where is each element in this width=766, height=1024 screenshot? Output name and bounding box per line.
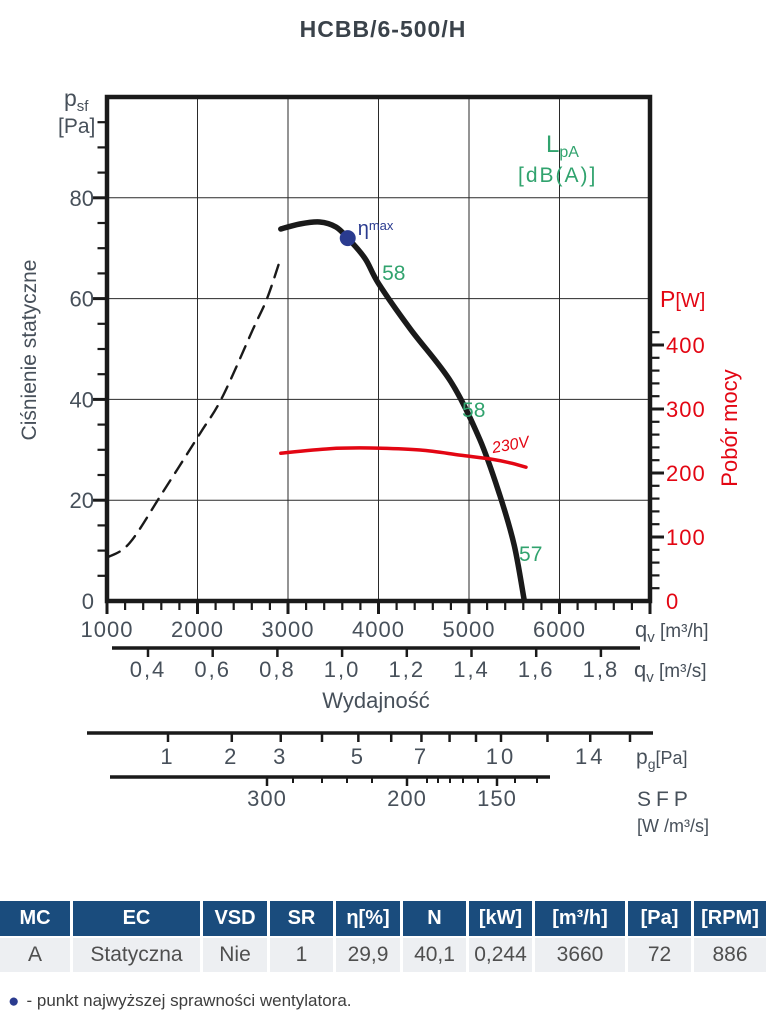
left-axis-tick-label: 0: [82, 589, 94, 614]
table-header-cell: EC: [73, 901, 200, 936]
page-title: HCBB/6-500/H: [299, 16, 467, 42]
table-cell: 72: [628, 938, 691, 972]
footnote: ● - punkt najwyższej sprawności wentylat…: [8, 991, 352, 1011]
static-pressure-extrapolation: [106, 256, 282, 559]
right-axis-tick-label: 400: [666, 333, 706, 358]
x-axis-tick-label: 5000: [443, 617, 496, 642]
left-axis-tick-label: 40: [70, 387, 94, 412]
pg-tick-label: 10: [486, 744, 516, 769]
table-header-cell: [Pa]: [628, 901, 691, 936]
noise-level-label: 58: [382, 262, 405, 285]
performance-table: MC EC VSD SR η[%] N [kW] [m³/h] [Pa] [RPM] A Statyc…: [0, 901, 766, 972]
table-cell: 1: [270, 938, 333, 972]
pg-tick-label: 3: [273, 744, 288, 769]
pg-tick-label: 2: [224, 744, 239, 769]
right-axis-tick-label: 300: [666, 397, 706, 422]
voltage-label: 230V: [490, 434, 532, 458]
plot-border: [104, 94, 653, 604]
left-axis-tick-label: 80: [70, 186, 94, 211]
sfp-tick-label: 150: [477, 786, 517, 811]
table-header-cell: [m³/h]: [535, 901, 625, 936]
table-cell: 886: [694, 938, 766, 972]
eta-max-point: [339, 230, 356, 247]
left-axis-tick-label: 20: [70, 488, 94, 513]
table-cell: Statyczna: [73, 938, 200, 972]
fan-performance-chart: 0 20 40 60 80 psf[Pa] Ciśnienie statyczne 0 100 2…: [18, 85, 742, 836]
x-axis-tick-label: 1000: [81, 617, 134, 642]
right-axis-symbol: P[W]: [660, 286, 705, 312]
left-axis-title: Ciśnienie statyczne: [18, 260, 41, 441]
sfp-title: SFP: [637, 788, 693, 811]
efficiency-point-icon: ●: [8, 990, 20, 1012]
right-axis-title: Pobór mocy: [717, 369, 742, 486]
table-header-cell: N: [403, 901, 466, 936]
right-axis-tick-label: 200: [666, 461, 706, 486]
right-axis-tick-label: 100: [666, 525, 706, 550]
lpa-legend-unit: [dB(A)]: [518, 164, 597, 187]
table-cell: 40,1: [403, 938, 466, 972]
pg-unit: pg[Pa]: [636, 746, 688, 772]
table-cell: 29,9: [336, 938, 400, 972]
flow-axis-title: Wydajność: [322, 688, 429, 713]
m3s-tick-label: 0,4: [130, 657, 167, 682]
x-axis-tick-label: 3000: [262, 617, 315, 642]
x-axis-tick-label: 4000: [352, 617, 405, 642]
m3s-tick-label: 1,2: [389, 657, 426, 682]
pg-tick-label: 1: [160, 744, 175, 769]
m3s-tick-label: 1,4: [453, 657, 490, 682]
noise-level-label: 58: [462, 399, 485, 422]
sfp-tick-label: 300: [247, 786, 287, 811]
right-axis-tick-label: 0: [666, 589, 679, 614]
table-cell: 0,244: [469, 938, 532, 972]
pg-tick-label: 7: [414, 744, 429, 769]
table-header-cell: [kW]: [469, 901, 532, 936]
m3s-tick-label: 1,6: [518, 657, 555, 682]
static-pressure-curve: [278, 219, 527, 603]
footnote-text: - punkt najwyższej sprawności wentylator…: [26, 991, 352, 1010]
x-axis-unit: qv [m³/h]: [635, 617, 709, 646]
table-header-cell: MC: [0, 901, 70, 936]
left-axis-unit: [Pa]: [58, 115, 95, 138]
m3s-tick-label: 0,8: [259, 657, 296, 682]
sfp-unit: [W /m³/s]: [637, 816, 709, 836]
lpa-legend-symbol: LpA: [546, 131, 579, 161]
table-header-cell: [RPM]: [694, 901, 766, 936]
power-curve-230V: [279, 446, 528, 469]
left-axis-tick-label: 60: [70, 287, 94, 312]
table-header-cell: SR: [270, 901, 333, 936]
m3s-unit: qv [m³/s]: [634, 657, 707, 686]
table-header-cell: VSD: [203, 901, 267, 936]
table-cell: A: [0, 938, 70, 972]
table-cell: 3660: [535, 938, 625, 972]
x-axis-tick-label: 2000: [171, 617, 224, 642]
pg-tick-label: 5: [351, 744, 366, 769]
pg-tick-label: 14: [575, 744, 605, 769]
eta-max-label: ηmax: [358, 218, 394, 240]
table-cell: Nie: [203, 938, 267, 972]
x-axis-tick-label: 6000: [533, 617, 586, 642]
m3s-tick-label: 1,8: [583, 657, 620, 682]
noise-level-label: 57: [519, 543, 542, 566]
m3s-tick-label: 0,6: [194, 657, 231, 682]
left-axis-symbol: psf: [64, 85, 89, 115]
sfp-tick-label: 200: [387, 786, 427, 811]
table-header-cell: η[%]: [336, 901, 400, 936]
m3s-tick-label: 1,0: [324, 657, 361, 682]
